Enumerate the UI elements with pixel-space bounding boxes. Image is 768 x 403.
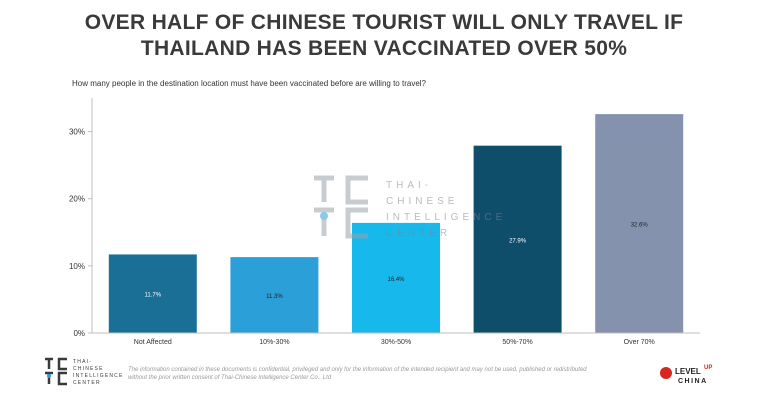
y-axis: 0% 10% 20% 30%	[69, 98, 93, 338]
disclaimer-line-2: without the prior written consent of Tha…	[128, 375, 332, 381]
levelup-up-text: UP	[704, 365, 712, 371]
y-tick-label: 30%	[69, 128, 85, 137]
bar-30-50-	[352, 222, 440, 333]
levelup-level-text: LEVEL	[675, 367, 701, 376]
bar-50-70-	[473, 145, 562, 333]
y-tick-label: 10%	[69, 262, 85, 271]
bar-not-affected	[108, 254, 197, 333]
footer-logo-line-1: THAI-	[73, 359, 92, 365]
watermark-tc-icon	[314, 175, 368, 239]
footer-logo-line-3: INTELLIGENCE	[73, 373, 124, 379]
footer-logo-line-2: CHINESE	[73, 366, 104, 372]
x-category-label: Over 70%	[624, 339, 655, 346]
x-category-label: 30%-50%	[381, 339, 411, 346]
x-category-label: 50%-70%	[502, 339, 532, 346]
levelup-logo-icon	[660, 367, 672, 379]
x-category-label: Not Affected	[134, 339, 172, 346]
y-tick-label: 0%	[73, 329, 85, 338]
disclaimer: The information contained in these docum…	[128, 366, 638, 382]
bar-data-label: 11.3%	[266, 294, 283, 300]
x-category-label: 10%-30%	[259, 339, 289, 346]
bar-over-70-	[595, 114, 684, 333]
watermark-logo: THAI- CHINESE INTELLIGENCE CENTER	[314, 175, 506, 239]
chart-subtitle: How many people in the destination locat…	[72, 79, 426, 88]
disclaimer-line-1: The information contained in these docum…	[128, 367, 587, 373]
bar-10-30-	[230, 257, 319, 333]
levelup-china-text: CHINA	[678, 378, 708, 385]
watermark-line-1: THAI-	[386, 180, 432, 191]
watermark-line-2: CHINESE	[386, 196, 458, 207]
levelup-china-logo: LEVEL UP CHINA	[660, 365, 712, 385]
footer-tc-icon	[45, 357, 67, 386]
watermark-line-4: CENTER	[386, 228, 451, 239]
bar-data-label: 11.7%	[145, 293, 162, 299]
bar-data-label: 32.6%	[631, 223, 649, 229]
x-axis: Not Affected 10%-30% 30%-50% 50%-70% Over 70…	[92, 332, 700, 346]
chart-title-line-1: OVER HALF OF CHINESE TOURIST WILL ONLY T…	[84, 11, 684, 34]
y-tick-label: 20%	[69, 195, 85, 204]
footer-logo-line-4: CENTER	[73, 380, 101, 386]
footer-dot-icon	[47, 374, 51, 378]
bar-data-label: 16.4%	[387, 277, 405, 283]
bar-data-label: 27.9%	[509, 238, 527, 244]
watermark-line-3: INTELLIGENCE	[386, 212, 506, 223]
footer-logo: THAI- CHINESE INTELLIGENCE CENTER	[45, 357, 124, 386]
chart-title-line-2: THAILAND HAS BEEN VACCINATED OVER 50%	[140, 37, 628, 60]
bars: 11.7% 11.3% 16.4% 27.9% 32.6%	[108, 114, 684, 333]
watermark-dot-icon	[320, 212, 328, 220]
